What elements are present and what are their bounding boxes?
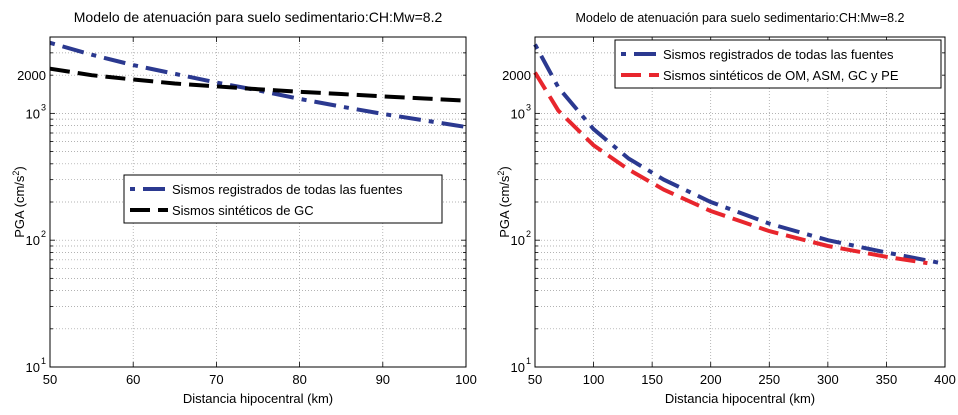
y-axis-label-end: ) — [497, 166, 512, 170]
y-tick-label: 10 — [511, 233, 525, 248]
plot-frame — [534, 36, 946, 368]
chart-1: Modelo de atenuación para suelo sediment… — [11, 9, 477, 406]
x-tick-label: 300 — [817, 372, 839, 387]
x-tick-label: 50 — [528, 372, 542, 387]
y-tick-label-exponent: 2 — [41, 229, 46, 239]
x-tick-label: 150 — [641, 372, 663, 387]
legend-box — [123, 174, 443, 224]
y-tick-label-extra: 2000 — [17, 68, 46, 83]
x-tick-label: 200 — [700, 372, 722, 387]
chart-title: Modelo de atenuación para suelo sediment… — [74, 9, 443, 25]
x-tick-label: 50 — [43, 372, 57, 387]
legend-label-1: Sismos registrados de todas las fuentes — [663, 47, 894, 62]
y-axis-label-base: PGA (cm/s — [497, 175, 512, 238]
y-tick-label-extra: 2000 — [502, 68, 531, 83]
legend-box — [614, 39, 942, 89]
legend-label-2: Sismos sintéticos de OM, ASM, GC y PE — [663, 68, 899, 83]
legend: Sismos registrados de todas las fuentes S… — [614, 39, 942, 89]
x-tick-label: 100 — [455, 372, 477, 387]
x-tick-label: 60 — [126, 372, 140, 387]
y-axis-label-sup: 2 — [11, 171, 21, 176]
plot-frame — [49, 36, 467, 368]
series-line-2 — [533, 71, 928, 266]
x-axis-label: Distancia hipocentral (km) — [665, 391, 815, 406]
y-tick-label: 10 — [511, 360, 525, 375]
x-tick-label: 400 — [934, 372, 956, 387]
y-tick-label-exponent: 3 — [41, 102, 46, 112]
chart-2: Modelo de atenuación para suelo sediment… — [496, 11, 956, 406]
legend-label-2: Sismos sintéticos de GC — [172, 203, 314, 218]
x-tick-label: 90 — [376, 372, 390, 387]
y-tick-label-exponent: 1 — [41, 356, 46, 366]
x-tick-label: 70 — [209, 372, 223, 387]
chart-title: Modelo de atenuación para suelo sediment… — [575, 11, 904, 25]
y-tick-label-exponent: 2 — [526, 229, 531, 239]
y-tick-label-exponent: 3 — [526, 102, 531, 112]
x-tick-label: 250 — [758, 372, 780, 387]
y-tick-label: 10 — [26, 233, 40, 248]
y-tick-label: 10 — [511, 106, 525, 121]
series-line-1 — [533, 43, 946, 266]
series-line-1 — [49, 40, 467, 129]
x-tick-label: 80 — [292, 372, 306, 387]
y-axis-label-sup: 2 — [496, 171, 506, 176]
y-tick-label: 10 — [26, 106, 40, 121]
y-axis-label-end: ) — [12, 166, 27, 170]
series-line-2 — [49, 66, 467, 103]
y-axis-label: PGA (cm/s2) — [11, 166, 27, 237]
x-axis-label: Distancia hipocentral (km) — [183, 391, 333, 406]
x-tick-label: 350 — [876, 372, 898, 387]
y-tick-label-exponent: 1 — [526, 356, 531, 366]
y-axis-label: PGA (cm/s2) — [496, 166, 512, 237]
x-tick-label: 100 — [583, 372, 605, 387]
legend: Sismos registrados de todas las fuentes S… — [123, 174, 443, 224]
y-tick-label: 10 — [26, 360, 40, 375]
y-axis-label-base: PGA (cm/s — [12, 175, 27, 238]
legend-label-1: Sismos registrados de todas las fuentes — [172, 182, 403, 197]
